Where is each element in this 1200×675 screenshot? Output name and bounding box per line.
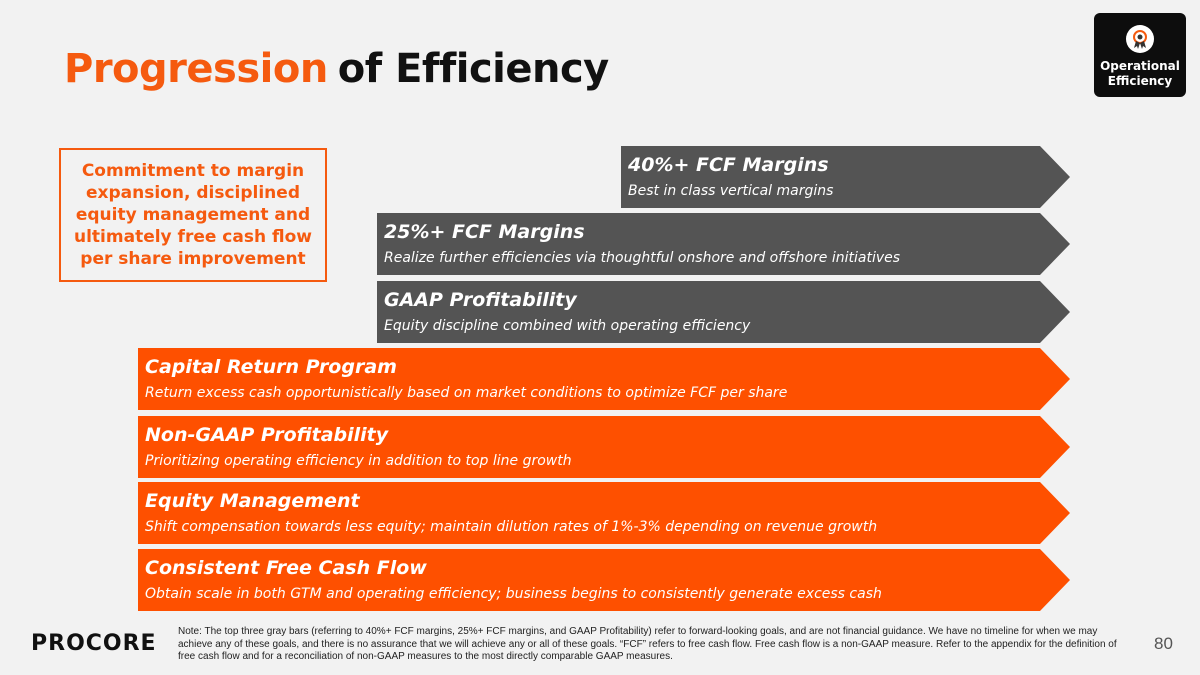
bar-gaap-profitability: GAAP Profitability Equity discipline com…: [377, 281, 1070, 343]
commitment-text: Commitment to margin expansion, discipli…: [74, 161, 312, 269]
bar-subtitle: Equity discipline combined with operatin…: [384, 318, 751, 334]
bar-capital-return: Capital Return Program Return excess cas…: [138, 348, 1070, 410]
bar-title: Consistent Free Cash Flow: [145, 557, 427, 579]
bar-fcf-25: 25%+ FCF Margins Realize further efficie…: [377, 213, 1070, 275]
slide-title: Progression of Efficiency: [64, 46, 609, 92]
operational-efficiency-badge: Operational Efficiency: [1094, 13, 1186, 97]
logo-text: PROCORE: [31, 631, 157, 656]
bar-subtitle: Return excess cash opportunistically bas…: [145, 385, 788, 401]
bar-subtitle: Realize further efficiencies via thought…: [384, 250, 901, 266]
title-accent: Progression: [64, 46, 328, 92]
title-rest: of Efficiency: [337, 46, 609, 92]
bar-subtitle: Shift compensation towards less equity; …: [145, 519, 878, 535]
page-number: 80: [1154, 634, 1173, 653]
bar-non-gaap-profitability: Non-GAAP Profitability Prioritizing oper…: [138, 416, 1070, 478]
footnote: Note: The top three gray bars (referring…: [178, 626, 1117, 662]
bar-subtitle: Prioritizing operating efficiency in add…: [145, 453, 572, 469]
bar-title: Capital Return Program: [145, 356, 397, 378]
bar-equity-management: Equity Management Shift compensation tow…: [138, 482, 1070, 544]
procore-logo: PROCORE: [31, 631, 157, 656]
bar-subtitle: Obtain scale in both GTM and operating e…: [145, 586, 882, 602]
bar-title: 25%+ FCF Margins: [384, 221, 585, 243]
bar-title: GAAP Profitability: [384, 289, 577, 311]
badge-label-line1: Operational: [1100, 59, 1180, 73]
commitment-box: Commitment to margin expansion, discipli…: [59, 148, 327, 282]
badge-label-line2: Efficiency: [1107, 74, 1173, 88]
bar-title: Equity Management: [145, 490, 360, 512]
bar-fcf-40: 40%+ FCF Margins Best in class vertical …: [621, 146, 1070, 208]
bar-subtitle: Best in class vertical margins: [628, 183, 834, 199]
bar-title: 40%+ FCF Margins: [628, 154, 829, 176]
bar-title: Non-GAAP Profitability: [145, 424, 389, 446]
award-ribbon-icon: [1126, 25, 1154, 53]
bar-consistent-fcf: Consistent Free Cash Flow Obtain scale i…: [138, 549, 1070, 611]
